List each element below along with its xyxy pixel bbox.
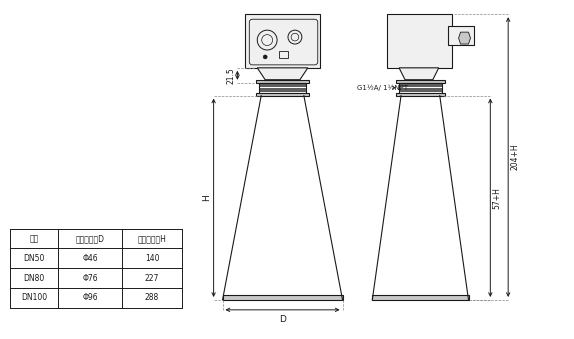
Bar (223, 295, 343, 300)
Polygon shape (257, 68, 308, 80)
Circle shape (263, 55, 267, 59)
Bar (245, 14, 320, 68)
Text: Φ46: Φ46 (82, 254, 98, 263)
Text: Φ96: Φ96 (82, 294, 98, 302)
Text: 21.5: 21.5 (226, 67, 235, 84)
Bar (279, 51, 288, 58)
Text: H: H (203, 194, 212, 201)
Text: 喇叭口高度H: 喇叭口高度H (138, 234, 166, 243)
Text: DN80: DN80 (24, 274, 45, 283)
Bar (448, 26, 475, 45)
Polygon shape (459, 32, 471, 44)
Text: 288: 288 (145, 294, 159, 302)
Bar (373, 295, 468, 300)
Text: 法兰: 法兰 (29, 234, 38, 243)
Bar (396, 80, 445, 83)
Text: DN100: DN100 (21, 294, 47, 302)
Bar (396, 93, 445, 96)
Polygon shape (399, 68, 439, 80)
Bar (259, 83, 306, 93)
Text: 140: 140 (145, 254, 160, 263)
Text: 204+H: 204+H (510, 144, 519, 171)
FancyBboxPatch shape (249, 19, 318, 65)
Text: D: D (279, 315, 286, 324)
Text: 57+H: 57+H (492, 187, 501, 209)
Bar (256, 93, 309, 96)
Text: G1½A/ 1½NPT: G1½A/ 1½NPT (358, 84, 409, 91)
Text: 喇叭口直径D: 喇叭口直径D (76, 234, 104, 243)
Bar (399, 83, 442, 93)
Text: 227: 227 (145, 274, 160, 283)
Text: DN50: DN50 (24, 254, 45, 263)
Bar (387, 14, 452, 68)
Text: Φ76: Φ76 (82, 274, 98, 283)
Bar (256, 80, 309, 83)
